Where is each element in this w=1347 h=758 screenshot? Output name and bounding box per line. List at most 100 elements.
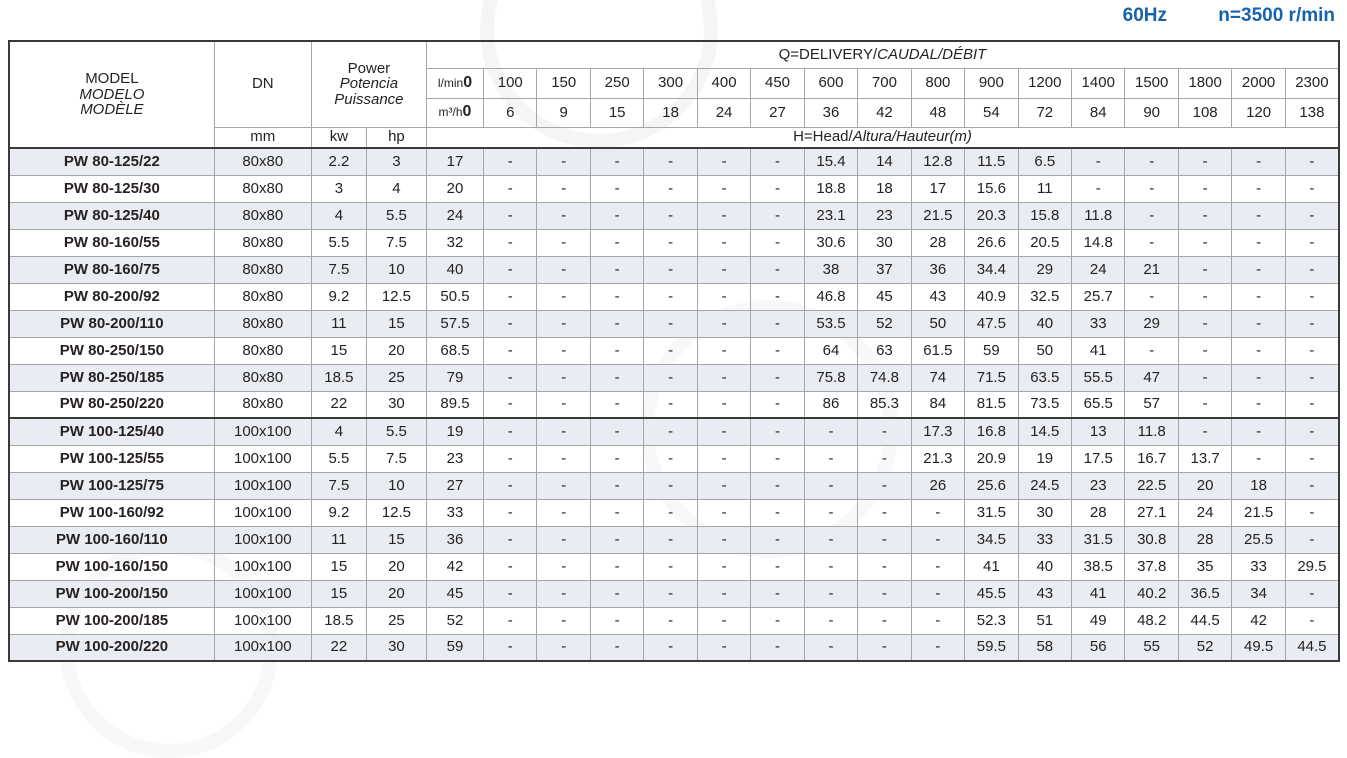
head-value-cell: 25.7 bbox=[1071, 282, 1126, 311]
model-name-cell: PW 100-125/75 bbox=[8, 471, 215, 500]
flow-m3h-value: 27 bbox=[750, 97, 805, 128]
head-value-cell: 23 bbox=[857, 201, 912, 230]
head-value-cell: - bbox=[857, 606, 912, 635]
head-value-cell: 37.8 bbox=[1124, 552, 1179, 581]
head-value-cell: 28 bbox=[910, 228, 966, 257]
flow-m3h-value: 84 bbox=[1071, 97, 1126, 128]
head-value-cell: - bbox=[536, 174, 591, 203]
head-value-cell: 14.8 bbox=[1071, 228, 1126, 257]
model-name-cell: PW 100-200/220 bbox=[8, 633, 215, 662]
table-body: PW 80-125/22 80x80 2.2 3 17- - - - - -15.4 14 12.8 1… bbox=[8, 147, 1340, 662]
head-value-cell: 29.5 bbox=[1284, 552, 1340, 581]
head-value-cell: - bbox=[750, 309, 805, 338]
head-value-cell: 17 bbox=[425, 147, 485, 176]
head-value-cell: 45.5 bbox=[964, 579, 1019, 608]
flow-lmin-value: 1800 bbox=[1177, 67, 1233, 99]
kw-value-cell: 5.5 bbox=[310, 444, 367, 473]
dn-value-cell: 80x80 bbox=[213, 336, 312, 365]
head-value-cell: - bbox=[857, 471, 912, 500]
pump-row: PW 80-200/92 80x80 9.2 12.5 50.5- - - - - -46.8 45… bbox=[8, 282, 1340, 311]
model-name-cell: PW 100-125/40 bbox=[8, 417, 215, 446]
head-value-cell: - bbox=[803, 417, 859, 446]
head-value-cell: - bbox=[589, 282, 645, 311]
flow-m3h-row: m³/h0 6 9 15 18 24 27 36 42 48 54 72 84 90 108 120 138 bbox=[9, 97, 1340, 128]
head-value-cell: 35 bbox=[1177, 552, 1233, 581]
kw-value-cell: 18.5 bbox=[310, 363, 367, 392]
hp-value-cell: 25 bbox=[365, 363, 427, 392]
model-name-cell: PW 100-160/110 bbox=[8, 525, 215, 554]
kw-value-cell: 11 bbox=[310, 525, 367, 554]
head-value-cell: - bbox=[536, 444, 591, 473]
head-value-cell: 16.7 bbox=[1124, 444, 1179, 473]
pump-row: PW 80-125/22 80x80 2.2 3 17- - - - - -15.4 14 12.8 1… bbox=[8, 147, 1340, 176]
dn-value-cell: 80x80 bbox=[213, 309, 312, 338]
head-value-cell: 20.9 bbox=[964, 444, 1019, 473]
head-value-cell: - bbox=[696, 174, 752, 203]
head-value-cell: 31.5 bbox=[964, 498, 1019, 527]
kw-value-cell: 9.2 bbox=[310, 498, 367, 527]
head-value-cell: 68.5 bbox=[425, 336, 485, 365]
head-value-cell: 52 bbox=[857, 309, 912, 338]
head-value-cell: - bbox=[750, 336, 805, 365]
head-value-cell: - bbox=[1231, 444, 1286, 473]
pump-row: PW 100-200/220 100x100 22 30 59- - - - - - - - -59.5… bbox=[8, 633, 1340, 662]
head-value-cell: - bbox=[1177, 201, 1233, 230]
head-value-cell: - bbox=[589, 444, 645, 473]
head-value-cell: - bbox=[589, 498, 645, 527]
head-value-cell: 29 bbox=[1124, 309, 1179, 338]
head-value-cell: - bbox=[1071, 147, 1126, 176]
head-value-cell: 40 bbox=[425, 255, 485, 284]
dn-value-cell: 80x80 bbox=[213, 390, 312, 419]
hp-value-cell: 10 bbox=[365, 471, 427, 500]
head-value-cell: 55 bbox=[1124, 633, 1179, 662]
head-value-cell: - bbox=[589, 201, 645, 230]
head-value-cell: - bbox=[750, 525, 805, 554]
head-value-cell: - bbox=[1177, 255, 1233, 284]
pump-row: PW 80-125/40 80x80 4 5.5 24- - - - - -23.1 23 21.5 2… bbox=[8, 201, 1340, 230]
head-value-cell: 27.1 bbox=[1124, 498, 1179, 527]
model-name-cell: PW 80-125/30 bbox=[8, 174, 215, 203]
head-value-cell: 15.8 bbox=[1017, 201, 1073, 230]
dn-value-cell: 100x100 bbox=[213, 498, 312, 527]
head-value-cell: - bbox=[483, 309, 538, 338]
delivery-title: Q=DELIVERY/CAUDAL/DÉBIT bbox=[425, 40, 1340, 69]
flow-m3h-value: 9 bbox=[536, 97, 591, 128]
model-name-cell: PW 80-200/92 bbox=[8, 282, 215, 311]
head-value-cell: 22.5 bbox=[1124, 471, 1179, 500]
head-value-cell: - bbox=[483, 228, 538, 257]
model-name-cell: PW 80-125/40 bbox=[8, 201, 215, 230]
hp-value-cell: 20 bbox=[365, 552, 427, 581]
flow-lmin-unit-cell: l/min0 bbox=[425, 67, 485, 99]
head-value-cell: - bbox=[750, 228, 805, 257]
flow-lmin-value: 600 bbox=[803, 67, 859, 99]
head-value-cell: - bbox=[536, 525, 591, 554]
m3h-unit-label: m³/h bbox=[438, 105, 463, 120]
head-value-cell: 50 bbox=[1017, 336, 1073, 365]
head-value-cell: 34 bbox=[1231, 579, 1286, 608]
flow-m3h-value: 108 bbox=[1177, 97, 1233, 128]
head-value-cell: 74 bbox=[910, 363, 966, 392]
head-value-cell: 23.1 bbox=[803, 201, 859, 230]
head-value-cell: - bbox=[536, 498, 591, 527]
motor-speed-note: 60Hz n=3500 r/min bbox=[1123, 5, 1335, 27]
flow-lmin-value: 300 bbox=[643, 67, 698, 99]
head-value-cell: 20.3 bbox=[964, 201, 1019, 230]
head-value-cell: 50 bbox=[910, 309, 966, 338]
head-value-cell: 74.8 bbox=[857, 363, 912, 392]
model-name-cell: PW 100-125/55 bbox=[8, 444, 215, 473]
table-header: MODEL MODELO MODÈLE DN Power Potencia Pu… bbox=[8, 40, 1340, 149]
head-value-cell: - bbox=[536, 606, 591, 635]
head-value-cell: 18.8 bbox=[803, 174, 859, 203]
head-value-cell: 48.2 bbox=[1124, 606, 1179, 635]
kw-value-cell: 15 bbox=[310, 336, 367, 365]
dn-value-cell: 100x100 bbox=[213, 552, 312, 581]
flow-m3h-value: 42 bbox=[857, 97, 912, 128]
head-value-cell: 47 bbox=[1124, 363, 1179, 392]
head-value-cell: 36 bbox=[910, 255, 966, 284]
head-value-cell: - bbox=[803, 444, 859, 473]
head-value-cell: - bbox=[696, 363, 752, 392]
kw-value-cell: 18.5 bbox=[310, 606, 367, 635]
head-value-cell: 24 bbox=[1071, 255, 1126, 284]
head-value-cell: 43 bbox=[1017, 579, 1073, 608]
head-value-cell: - bbox=[536, 336, 591, 365]
